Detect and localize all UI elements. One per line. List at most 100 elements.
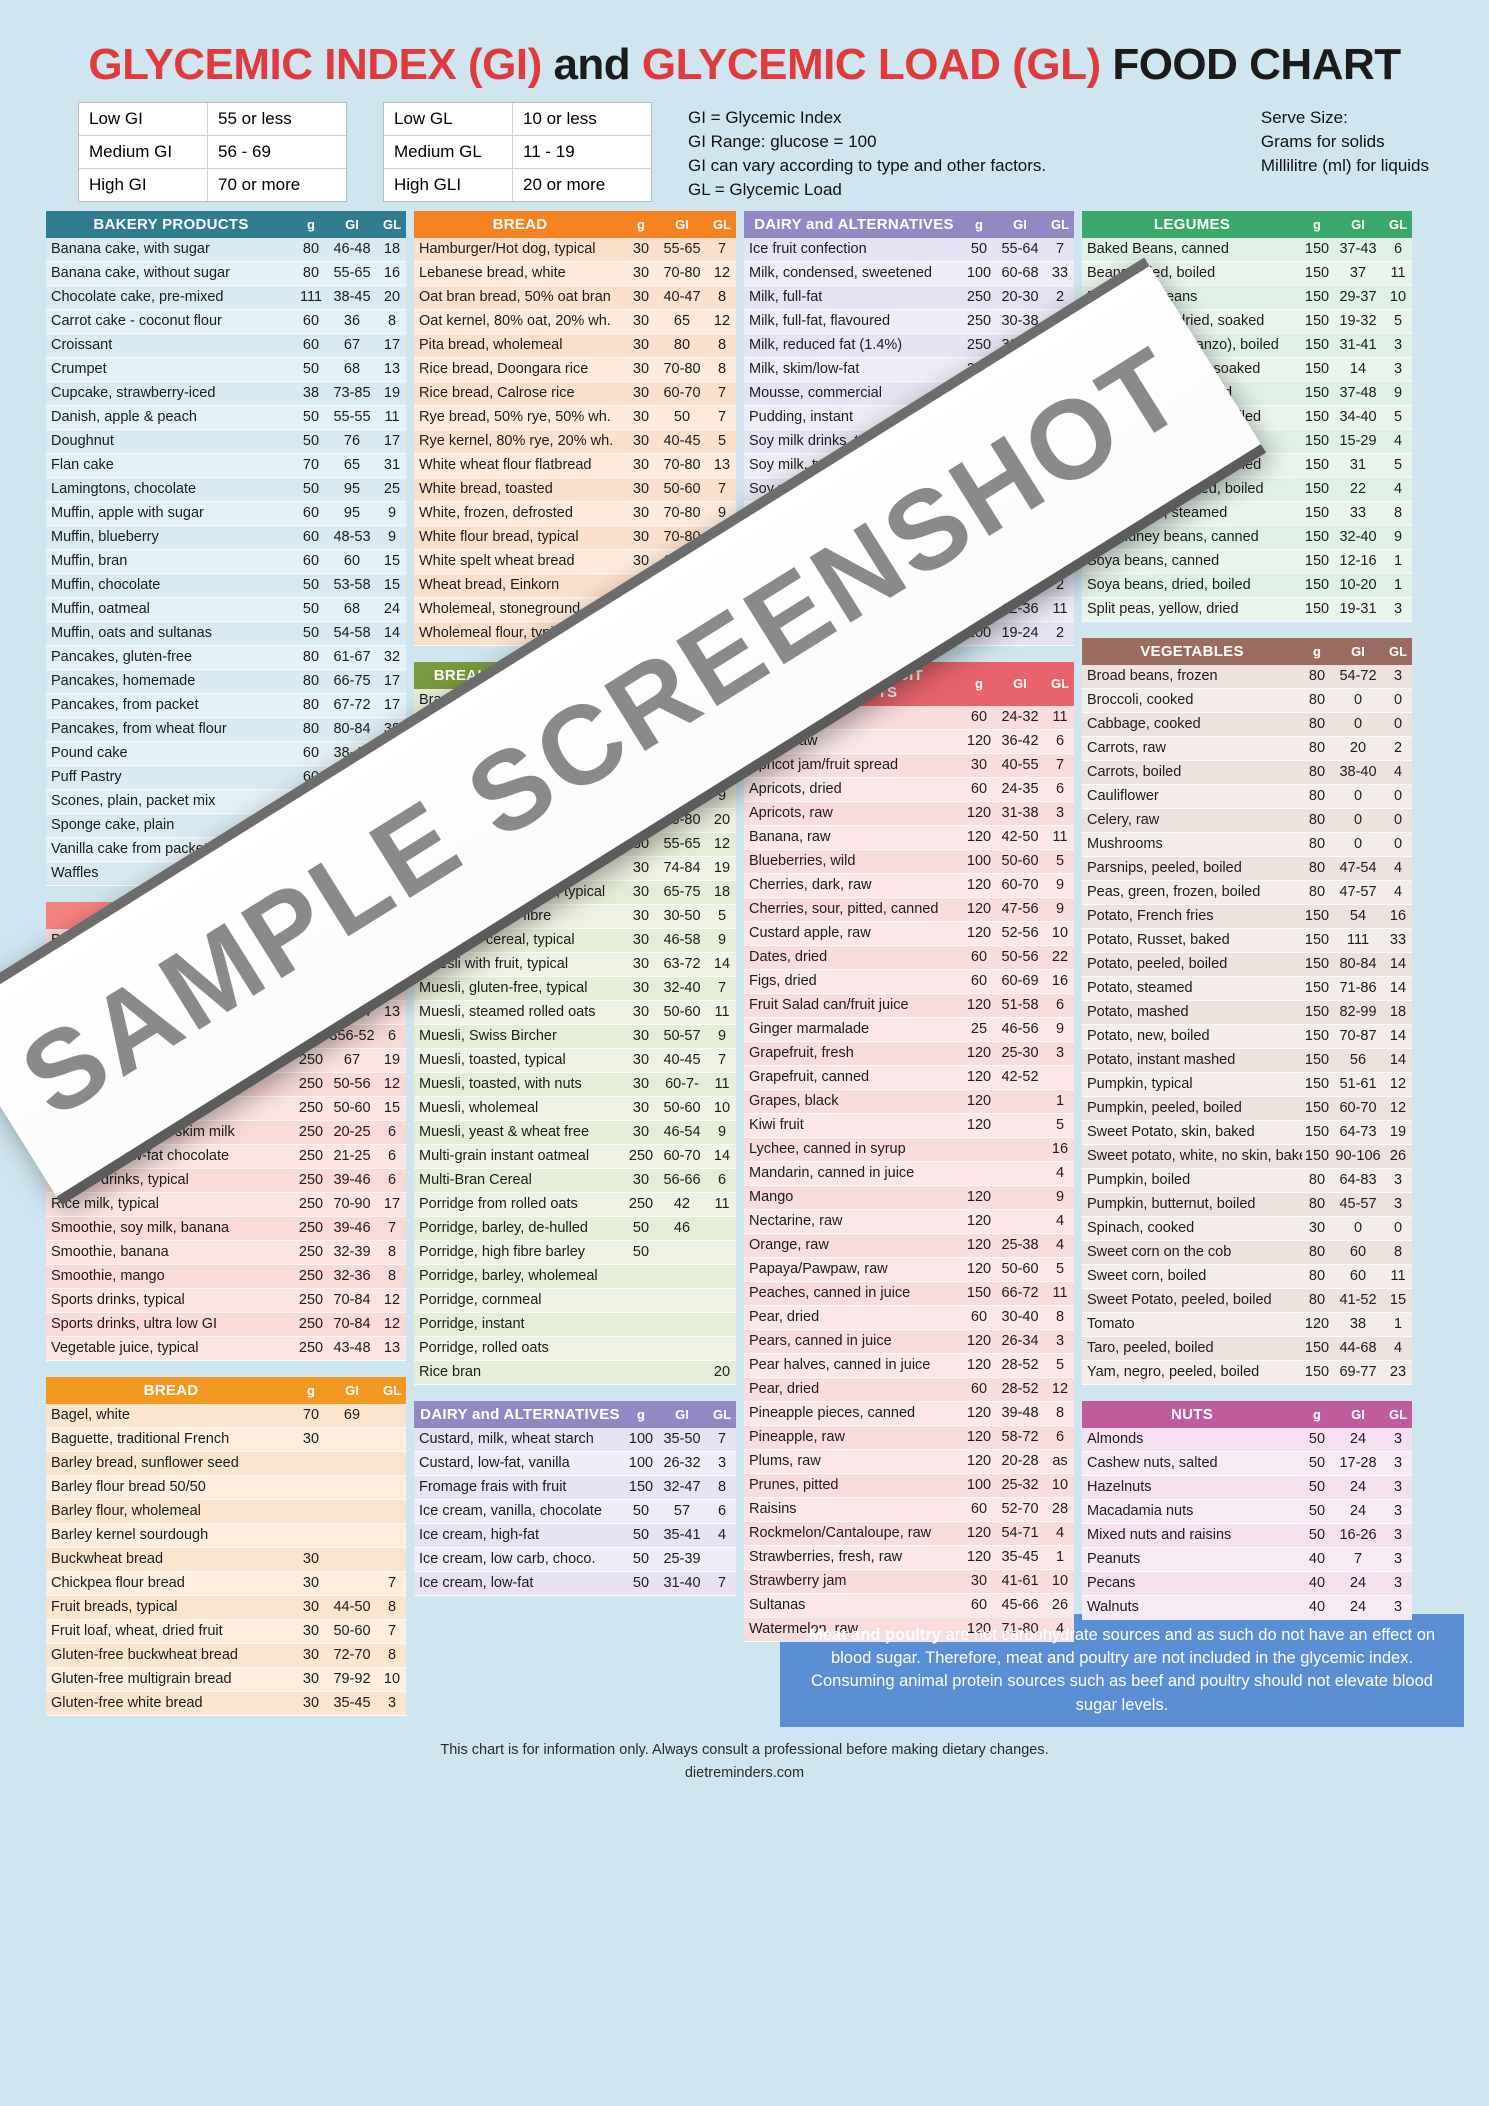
serve-size (626, 1264, 656, 1289)
table-row: Soy milk, typical 250 40-50 8 (744, 453, 1074, 478)
gl-value: 2 (1046, 573, 1074, 598)
gi-value: 32-40 (656, 976, 708, 1001)
food-name: Chickpea flour bread (46, 1571, 296, 1596)
table-row: Lentils, green, dried, boiled 150 34-40 5 (1082, 405, 1412, 430)
table-row: Muesli, yeast & wheat free 30 46-54 9 (414, 1120, 736, 1145)
food-name: Pinto beans, steamed (1082, 501, 1302, 526)
food-name: Yam, negro, peeled, boiled (1082, 1360, 1302, 1385)
gi-value: 65-77 (326, 928, 378, 953)
gl-value: 3 (1384, 1547, 1412, 1572)
food-name: Cabbage, cooked (1082, 712, 1302, 737)
gl-value (378, 1427, 406, 1452)
gl-value (708, 1547, 736, 1572)
gl-value: 16 (1046, 969, 1074, 994)
food-name: Grapefruit, fresh (744, 1041, 964, 1066)
table-row: Flaked cereal, typical 30 70-80 20 (414, 808, 736, 833)
table-row: Pancakes, gluten-free 80 61-67 32 (46, 645, 406, 670)
table-row: Soya beans, canned 150 12-16 1 (1082, 549, 1412, 574)
food-name: Yoghurt, Greek style (744, 525, 964, 550)
gi-value: 28-52 (994, 1353, 1046, 1378)
food-name: Potato, Russet, baked (1082, 928, 1302, 953)
table-row: Mushrooms 80 0 0 (1082, 832, 1412, 857)
gi-value: 33 (1332, 501, 1384, 526)
gl-value: 25 (378, 477, 406, 502)
table-row: Smoothie, mango 250 32-36 8 (46, 1264, 406, 1289)
table-row: Peas, green, frozen, boiled 80 47-57 4 (1082, 880, 1412, 905)
gi-value: 20-30 (994, 285, 1046, 310)
serve-size: 80 (1302, 856, 1332, 881)
gi-value: 68 (326, 357, 378, 382)
gl-value: 3 (1384, 333, 1412, 358)
food-name: Rice bread, Doongara rice (414, 357, 626, 382)
table-row: Soy milk drinks, typical 250 40-45 6 (744, 429, 1074, 454)
table-row: Beans, dried, boiled 150 37 11 (1082, 261, 1412, 286)
serve-size: 250 (296, 1336, 326, 1361)
gl-value (708, 1288, 736, 1313)
table-row: Blackcurrant fruit syrup 250 50-58 17 (46, 952, 406, 977)
table-block-vegetables: VEGETABLES g GI GL Broad beans, frozen 80 54-7… (1082, 637, 1412, 1385)
table-row: Waffles 80 36 10 (46, 861, 406, 886)
table-row: Pumpkin, butternut, boiled 80 45-57 3 (1082, 1192, 1412, 1217)
serve-size: 150 (1302, 1000, 1332, 1025)
food-name: Sponge cake, plain (46, 813, 296, 838)
gi-legend-value: 55 or less (218, 109, 292, 128)
table-row: Hot chocolate mix in water 250 50-56 12 (46, 1072, 406, 1097)
serve-size: 50 (296, 597, 326, 622)
table-row: Pigeon Pea, soaked, boiled 150 22 4 (1082, 477, 1412, 502)
food-name: Fromage frais with fruit (414, 1475, 626, 1500)
gl-value: 8 (1046, 1305, 1074, 1330)
table-header-bread: BREAD (414, 210, 626, 238)
gi-value: 60 (1332, 1264, 1384, 1289)
table-legumes: LEGUMES g GI GL Baked Beans, canned 150 37-43 6… (1082, 210, 1412, 622)
gi-value: 38-40 (1332, 760, 1384, 785)
gi-value: 55-55 (326, 405, 378, 430)
food-name: Macadamia nuts (1082, 1499, 1302, 1524)
food-name: Lentils, brown, canned (1082, 381, 1302, 406)
food-name: Apricots, raw (744, 801, 964, 826)
gl-value: 17 (378, 669, 406, 694)
food-name: Custard, low-fat, vanilla (414, 1451, 626, 1476)
gl-value: 15 (378, 549, 406, 574)
serve-size: 50 (626, 1499, 656, 1524)
food-name: Gluten-free white bread (46, 1691, 296, 1716)
food-name: Grapefruit, canned (744, 1065, 964, 1090)
serve-size: 30 (626, 1072, 656, 1097)
table-row: Apple, raw 120 36-42 6 (744, 729, 1074, 754)
table-row: Ginger marmalade 25 46-56 9 (744, 1017, 1074, 1042)
gl-value: 14 (1384, 952, 1412, 977)
table-row: Potato, French fries 150 54 16 (1082, 904, 1412, 929)
serve-size: 80 (1302, 1288, 1332, 1313)
gl-value: 5 (1384, 405, 1412, 430)
serve-size: 80 (1302, 712, 1332, 737)
gl-value: 8 (1046, 309, 1074, 334)
table-row: Custard, low-fat, vanilla 100 26-32 3 (414, 1451, 736, 1476)
gl-value: 0 (1384, 1216, 1412, 1241)
table-row: Pita bread, wholemeal 30 80 8 (414, 333, 736, 358)
table-row: White flour bread, typical 30 70-80 11 (414, 525, 736, 550)
gi-value: 52-63 (326, 976, 378, 1001)
food-name: Blackeyed beans (1082, 285, 1302, 310)
table-row: Banana cake, without sugar 80 55-65 16 (46, 261, 406, 286)
table-header-dairy: DAIRY and ALTERNATIVES (744, 210, 964, 238)
serve-size: 30 (626, 688, 656, 713)
table-row: Flaked grains, soy nuts 30 55-65 12 (414, 832, 736, 857)
serve-size: 150 (1302, 928, 1332, 953)
column-2: BREAD g GI GL Hamburger/Hot dog, typical 30 55… (414, 210, 736, 1612)
gl-value: 8 (708, 333, 736, 358)
gi-value: 44-68 (1332, 1336, 1384, 1361)
gi-value: 32-36 (326, 1264, 378, 1289)
gi-value: 25-39 (656, 1547, 708, 1572)
gi-value: 63-66 (656, 573, 708, 598)
table-row: Yoghurt, low-fat 200 14-18 2 (744, 573, 1074, 598)
table-row: Sweet Potato, peeled, boiled 80 41-52 15 (1082, 1288, 1412, 1313)
gl-value: 5 (1384, 309, 1412, 334)
gi-value: 45-51 (994, 405, 1046, 430)
food-name: Malted milk shake, skim milk (46, 1120, 296, 1145)
table-row: Yoghurt, natural 200 19-24 2 (744, 621, 1074, 646)
gi-value: 46-48 (326, 237, 378, 262)
serve-size: 60 (964, 945, 994, 970)
gi-value: 60-69 (994, 969, 1046, 994)
gl-value: 3 (1384, 1451, 1412, 1476)
gi-value: 70-90 (326, 1192, 378, 1217)
food-name: Muesli, wholemeal (414, 1096, 626, 1121)
